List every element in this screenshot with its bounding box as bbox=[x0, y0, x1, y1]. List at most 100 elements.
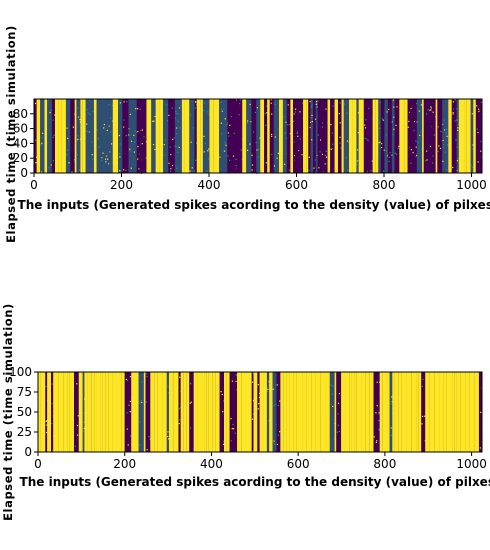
heatmap-column-band bbox=[163, 99, 169, 173]
heatmap-noise-dot bbox=[392, 99, 395, 101]
heatmap-noise-dot bbox=[446, 135, 448, 137]
heatmap-noise-dot bbox=[168, 438, 170, 440]
heatmap-noise-dot bbox=[365, 119, 367, 121]
heatmap-noise-dot bbox=[139, 402, 141, 404]
heatmap-noise-dot bbox=[166, 119, 169, 122]
heatmap-noise-dot bbox=[429, 109, 431, 111]
heatmap-column-band bbox=[336, 372, 342, 452]
chart-panel-bottom: 0 200 400 600 800 1000 0 25 50 75 100 The inputs … bbox=[1, 303, 490, 521]
heatmap-noise-dot bbox=[381, 118, 383, 120]
heatmap-noise-dot bbox=[379, 141, 381, 143]
heatmap-column-band bbox=[352, 99, 357, 173]
heatmap-noise-dot bbox=[163, 143, 165, 146]
heatmap-column-band bbox=[263, 372, 267, 452]
heatmap-noise-dot bbox=[395, 124, 397, 126]
heatmap-noise-dot bbox=[311, 120, 313, 123]
heatmap-noise-dot bbox=[443, 146, 445, 148]
heatmap-noise-dot bbox=[232, 423, 234, 426]
heatmap-noise-dot bbox=[378, 127, 381, 130]
heatmap-column-band bbox=[193, 372, 198, 452]
heatmap-noise-dot bbox=[452, 111, 454, 114]
heatmap-noise-dot bbox=[345, 156, 347, 159]
heatmap-column-band bbox=[349, 99, 353, 173]
heatmap-column-band bbox=[124, 372, 130, 452]
heatmap-noise-dot bbox=[452, 113, 454, 115]
heatmap-noise-dot bbox=[276, 157, 278, 159]
heatmap-column-band bbox=[224, 372, 227, 452]
heatmap-noise-dot bbox=[301, 154, 303, 156]
heatmap-column-band bbox=[458, 99, 465, 173]
heatmap-column-band bbox=[213, 99, 220, 173]
heatmap-noise-dot bbox=[393, 128, 395, 130]
heatmap-noise-dot bbox=[137, 145, 139, 148]
heatmap-column-band bbox=[394, 99, 400, 173]
heatmap-column-band bbox=[460, 372, 466, 452]
heatmap-noise-dot bbox=[478, 110, 480, 113]
heatmap-noise-dot bbox=[119, 156, 121, 158]
heatmap-column-band bbox=[434, 372, 440, 452]
heatmap-column-band bbox=[105, 372, 109, 452]
heatmap-noise-dot bbox=[478, 108, 480, 110]
heatmap-noise-dot bbox=[455, 139, 457, 141]
heatmap-noise-dot bbox=[230, 440, 232, 442]
heatmap-noise-dot bbox=[91, 158, 94, 161]
heatmap-noise-dot bbox=[108, 163, 110, 165]
heatmap-noise-dot bbox=[371, 160, 373, 162]
heatmap-noise-dot bbox=[45, 385, 47, 388]
heatmap-column-band bbox=[290, 99, 294, 173]
x-tick-label: 600 bbox=[285, 178, 308, 192]
heatmap-noise-dot bbox=[314, 103, 317, 105]
heatmap-column-band bbox=[306, 372, 312, 452]
heatmap-noise-dot bbox=[378, 142, 380, 144]
heatmap-noise-dot bbox=[83, 412, 85, 414]
heatmap-noise-dot bbox=[438, 145, 440, 147]
heatmap-noise-dot bbox=[383, 149, 385, 151]
heatmap-column-band bbox=[308, 99, 311, 173]
heatmap-noise-dot bbox=[302, 102, 304, 104]
heatmap-noise-dot bbox=[133, 141, 136, 143]
x-tick-label: 400 bbox=[200, 457, 223, 471]
heatmap-noise-dot bbox=[168, 114, 170, 116]
heatmap-column-band bbox=[416, 372, 419, 452]
x-tick-label: 200 bbox=[113, 457, 136, 471]
heatmap-noise-dot bbox=[141, 129, 143, 131]
heatmap-noise-dot bbox=[175, 145, 177, 148]
heatmap-noise-dot bbox=[123, 119, 125, 121]
heatmap-noise-dot bbox=[77, 107, 79, 109]
heatmap-noise-dot bbox=[396, 106, 398, 108]
heatmap-column-band bbox=[159, 99, 164, 173]
heatmap-noise-dot bbox=[378, 412, 380, 414]
heatmap-noise-dot bbox=[378, 121, 381, 124]
heatmap-noise-dot bbox=[125, 134, 128, 137]
heatmap-noise-dot bbox=[410, 162, 412, 164]
heatmap-noise-dot bbox=[364, 124, 366, 126]
heatmap-noise-dot bbox=[315, 101, 318, 103]
heatmap-noise-dot bbox=[415, 140, 417, 142]
heatmap-noise-dot bbox=[76, 139, 79, 142]
heatmap-noise-dot bbox=[96, 129, 98, 131]
heatmap-column-band bbox=[219, 372, 225, 452]
heatmap-noise-dot bbox=[91, 154, 93, 156]
heatmap-column-band bbox=[91, 372, 95, 452]
heatmap-noise-dot bbox=[332, 405, 334, 408]
heatmap-column-band bbox=[351, 372, 355, 452]
y-tick-label: 0 bbox=[24, 445, 32, 459]
heatmap-noise-dot bbox=[178, 146, 180, 149]
heatmap-noise-dot bbox=[123, 101, 125, 103]
heatmap-noise-dot bbox=[207, 111, 209, 113]
heatmap-column-band bbox=[186, 372, 190, 452]
heatmap-noise-dot bbox=[388, 108, 390, 111]
heatmap-noise-dot bbox=[446, 169, 448, 171]
heatmap-noise-dot bbox=[413, 129, 415, 131]
heatmap-noise-dot bbox=[298, 149, 300, 152]
heatmap-column-band bbox=[206, 372, 209, 452]
heatmap-noise-dot bbox=[98, 146, 100, 148]
heatmap-noise-dot bbox=[77, 138, 79, 141]
heatmap-column-band bbox=[294, 99, 300, 173]
x-tick-label: 400 bbox=[198, 178, 221, 192]
heatmap-noise-dot bbox=[422, 378, 424, 381]
heatmap-column-band bbox=[269, 372, 273, 452]
heatmap-noise-dot bbox=[152, 120, 154, 122]
heatmap-noise-dot bbox=[454, 120, 456, 122]
